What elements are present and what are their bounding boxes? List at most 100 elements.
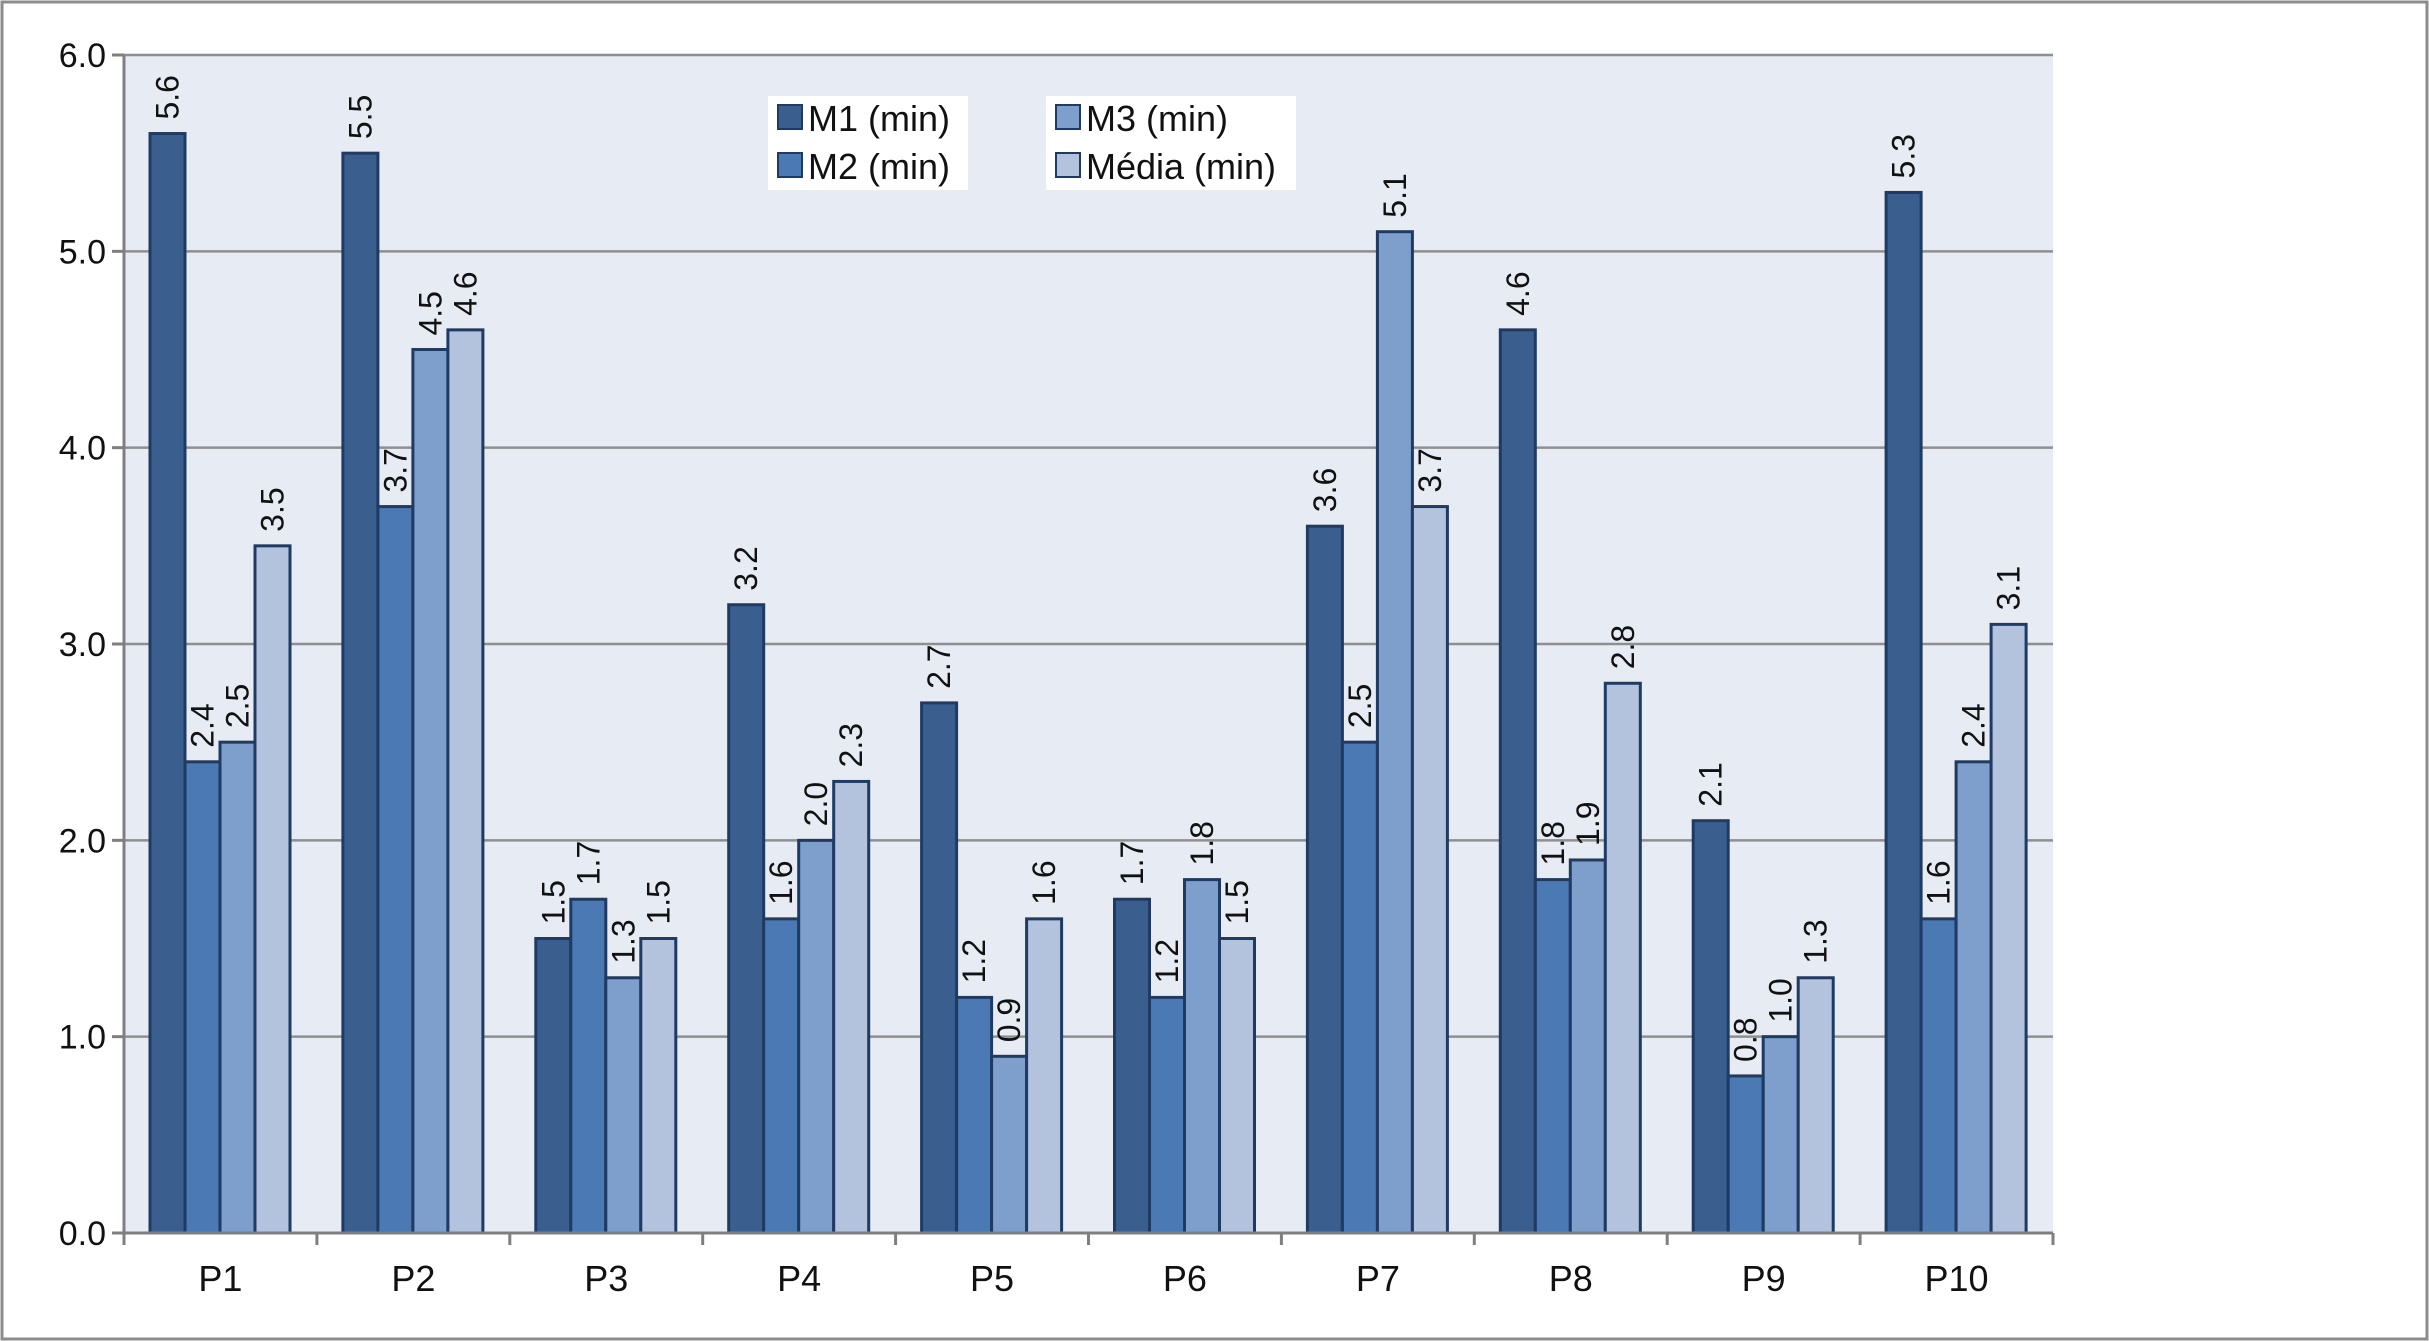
data-label: 5.3: [1886, 134, 1922, 178]
data-label: 2.3: [833, 723, 869, 767]
data-label: 1.6: [763, 860, 799, 904]
data-label: 1.9: [1570, 801, 1606, 845]
bar: [797, 838, 836, 1235]
legend-swatch: [1055, 152, 1081, 178]
bar: [1148, 995, 1186, 1235]
legend-swatch: [777, 104, 803, 130]
bar: [411, 348, 450, 1235]
data-label: 0.8: [1728, 1017, 1764, 1061]
bar: [1305, 524, 1344, 1235]
data-label: 1.8: [1535, 821, 1571, 865]
bar: [446, 328, 485, 1235]
bar: [1919, 917, 1958, 1235]
bar: [218, 740, 257, 1235]
bar: [1183, 878, 1221, 1235]
bar: [376, 505, 415, 1235]
data-label: 1.2: [956, 939, 992, 983]
data-label: 2.5: [220, 684, 256, 728]
bar: [1884, 190, 1923, 1235]
bar: [1340, 740, 1379, 1235]
x-tick-label: P3: [584, 1258, 628, 1299]
bar: [341, 151, 380, 1235]
y-tick-label: 1.0: [59, 1019, 106, 1057]
bar: [955, 995, 994, 1235]
data-label: 1.6: [1921, 860, 1957, 904]
x-tick-label: P10: [1925, 1258, 1989, 1299]
data-label: 5.5: [342, 95, 378, 139]
data-label: 1.7: [570, 841, 606, 885]
bar: [1761, 1035, 1800, 1235]
data-label: 1.3: [1798, 919, 1834, 963]
data-label: 5.1: [1377, 173, 1413, 217]
y-tick-label: 2.0: [59, 822, 106, 860]
x-tick-label: P9: [1742, 1258, 1786, 1299]
data-label: 3.2: [728, 546, 764, 590]
x-tick-label: P5: [970, 1258, 1014, 1299]
y-tick-label: 0.0: [59, 1215, 106, 1253]
legend-label: Média (min): [1086, 146, 1276, 187]
data-labels: 5.62.4 2.53.55.53.74.5 4.61.51.71.31.53.21…: [150, 75, 2027, 1062]
y-tick-label: 4.0: [59, 430, 106, 468]
data-label: 3.6: [1307, 468, 1343, 512]
y-tick-label: 6.0: [59, 37, 106, 75]
bar: [1498, 328, 1537, 1235]
data-label: 2.1: [1693, 762, 1729, 806]
legend-swatch: [777, 152, 803, 178]
x-tick-label: P6: [1163, 1258, 1207, 1299]
axes: 0.0 1.0 2.0 3.0 4.0 5.0 6.0 P1 P2 P3 P4 P5 P6 P7 P8 P9 P…: [59, 37, 2055, 1299]
x-tick-label: P4: [777, 1258, 821, 1299]
bar: [1603, 681, 1642, 1235]
bar: [727, 603, 766, 1235]
bar: [1726, 1074, 1765, 1235]
data-label: 2.4: [1956, 703, 1992, 747]
data-label: 4.6: [447, 271, 483, 315]
bar: [253, 544, 292, 1235]
data-label: 1.7: [1114, 841, 1150, 885]
bar: [1375, 230, 1414, 1235]
data-label: 1.6: [1026, 860, 1062, 904]
x-tick-label: P7: [1356, 1258, 1400, 1299]
data-label: 2.5: [1342, 684, 1378, 728]
bar: [1218, 937, 1256, 1235]
bar: [1989, 622, 2028, 1235]
bar: [604, 976, 643, 1235]
data-label: 2.8: [1605, 625, 1641, 669]
data-label: 2.7: [921, 644, 957, 688]
bar: [534, 937, 573, 1235]
data-label: 1.5: [640, 880, 676, 924]
legend-label: M1 (min): [808, 98, 950, 139]
data-label: 3.1: [1991, 566, 2027, 610]
bar: [832, 779, 871, 1235]
data-label: 4.6: [1500, 271, 1536, 315]
x-tick-label: P1: [198, 1258, 242, 1299]
y-tick-label: 3.0: [59, 626, 106, 664]
bar: [183, 760, 222, 1235]
bar: [1533, 878, 1572, 1235]
legend-background-right: [1046, 96, 1296, 190]
data-label: 1.0: [1763, 978, 1799, 1022]
bar: [1113, 897, 1151, 1235]
y-tick-label: 5.0: [59, 233, 106, 271]
legend-swatch: [1055, 104, 1081, 130]
bar: [990, 1054, 1029, 1235]
bar: [1410, 505, 1449, 1235]
bar: [148, 132, 187, 1235]
data-label: 0.9: [991, 998, 1027, 1042]
data-label: 3.7: [1412, 448, 1448, 492]
bar: [1568, 858, 1607, 1235]
data-label: 3.5: [255, 487, 291, 531]
legend: M1 (min) M2 (min) M3 (min) Média (min): [768, 96, 1296, 190]
data-label: 3.7: [377, 448, 413, 492]
data-label: 5.6: [150, 75, 186, 119]
data-label: 2.4: [185, 703, 221, 747]
data-label: 2.0: [798, 782, 834, 826]
bar: [920, 701, 959, 1235]
legend-label: M2 (min): [808, 146, 950, 187]
data-label: 1.3: [605, 919, 641, 963]
bar: [762, 917, 801, 1235]
data-label: 1.5: [535, 880, 571, 924]
x-tick-label: P2: [391, 1258, 435, 1299]
bar: [1025, 917, 1064, 1235]
